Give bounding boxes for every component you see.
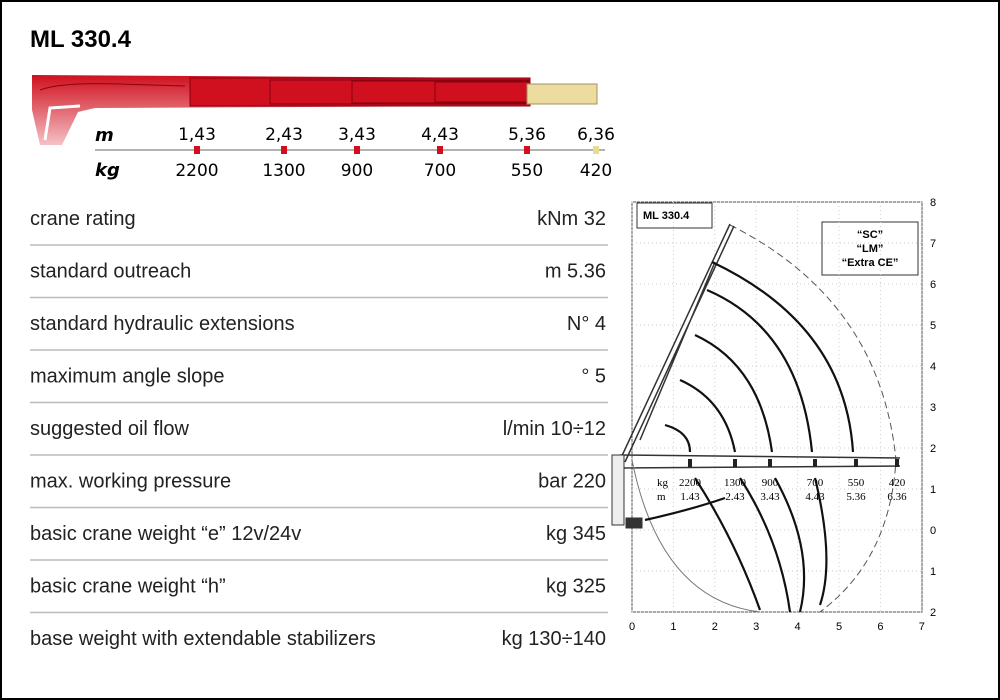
spec-label: standard outreach <box>30 261 191 283</box>
m-value: 1,43 <box>178 125 216 145</box>
spec-label: basic crane weight “h” <box>30 576 226 598</box>
marker <box>733 459 737 467</box>
x-tick-label: 3 <box>753 621 759 633</box>
y-tick-label: 1 <box>930 484 936 496</box>
m-value: 6,36 <box>577 125 615 145</box>
kg-value: 700 <box>807 477 824 489</box>
spec-label: crane rating <box>30 208 136 230</box>
x-tick-label: 2 <box>712 621 718 633</box>
y-tick-label: 2 <box>930 443 936 455</box>
x-tick-label: 7 <box>919 621 925 633</box>
scale-marker <box>524 146 530 154</box>
legend-box <box>821 221 919 276</box>
spec-value: l/min 10÷12 <box>503 418 606 440</box>
kg-value: 420 <box>889 477 906 489</box>
x-tick-label: 6 <box>877 621 883 633</box>
m-value: 5.36 <box>846 491 866 503</box>
spec-label: basic crane weight “e” 12v/24v <box>30 523 301 545</box>
spec-label: base weight with extendable stabilizers <box>30 628 376 650</box>
y-tick-label: 6 <box>930 279 936 291</box>
kg-value: 2200 <box>175 161 218 181</box>
m-value: 2.43 <box>725 491 745 503</box>
kg-value: 900 <box>341 161 373 181</box>
m-value: 1.43 <box>680 491 700 503</box>
boom-illustration <box>32 75 598 145</box>
title: ML 330.4 <box>30 26 132 53</box>
legend-entry: “LM” <box>857 243 884 255</box>
kg-value: 700 <box>424 161 456 181</box>
crane-drawing <box>611 223 901 613</box>
spec-value: ° 5 <box>581 366 606 388</box>
kg-value: 900 <box>762 477 779 489</box>
chart-title-box <box>636 202 713 229</box>
load-chart: 0 1 2 3 4 5 6 7 8 7 6 5 4 3 2 1 0 1 2 ML 330.4 “SC” “LM” “Ext… <box>611 197 936 633</box>
m-label: m <box>95 125 114 146</box>
y-tick-label: 8 <box>930 197 936 209</box>
kg-value: 2200 <box>679 477 702 489</box>
spec-label: standard hydraulic extensions <box>30 313 295 335</box>
scale-marker <box>194 146 200 154</box>
spec-value: kg 345 <box>546 523 606 545</box>
m-value: 4,43 <box>421 125 459 145</box>
y-tick-label: 2 <box>930 607 936 619</box>
m-value: 3,43 <box>338 125 376 145</box>
m-value: 5,36 <box>508 125 546 145</box>
y-tick-label: 7 <box>930 238 936 250</box>
spec-value: m 5.36 <box>545 261 606 283</box>
scale-marker <box>437 146 443 154</box>
y-tick-label: 3 <box>930 402 936 414</box>
legend-entry: “Extra CE” <box>842 257 899 269</box>
chart-title: ML 330.4 <box>643 210 690 222</box>
y-tick-label: 0 <box>930 525 936 537</box>
x-tick-label: 5 <box>836 621 842 633</box>
marker <box>768 459 772 467</box>
m-value: 3.43 <box>760 491 780 503</box>
spec-label: suggested oil flow <box>30 418 190 440</box>
y-tick-label: 5 <box>930 320 936 332</box>
kg-value: 420 <box>580 161 612 181</box>
kg-value: 550 <box>511 161 543 181</box>
x-tick-label: 1 <box>670 621 676 633</box>
m-value: 4.43 <box>805 491 825 503</box>
y-tick-label: 4 <box>930 361 936 373</box>
kg-label: kg <box>95 160 120 181</box>
spec-value: kg 130÷140 <box>502 628 606 650</box>
kg-value: 1300 <box>724 477 747 489</box>
scale-marker <box>354 146 360 154</box>
kg-label: kg <box>657 477 669 489</box>
marker <box>813 459 817 467</box>
m-value: 6.36 <box>887 491 907 503</box>
kg-value: 1300 <box>262 161 305 181</box>
spec-label: maximum angle slope <box>30 366 225 388</box>
m-value: 2,43 <box>265 125 303 145</box>
marker <box>854 459 858 467</box>
spec-value: kNm 32 <box>537 208 606 230</box>
x-tick-label: 0 <box>629 621 635 633</box>
spec-value: N° 4 <box>567 313 606 335</box>
scale-marker <box>593 146 599 154</box>
x-tick-label: 4 <box>795 621 801 633</box>
m-label: m <box>657 491 666 503</box>
scale-marker <box>281 146 287 154</box>
spec-value: kg 325 <box>546 576 606 598</box>
spec-value: bar 220 <box>538 471 606 493</box>
legend-entry: “SC” <box>857 229 883 241</box>
marker <box>688 459 692 467</box>
kg-value: 550 <box>848 477 865 489</box>
spec-label: max. working pressure <box>30 471 231 493</box>
marker <box>895 459 899 467</box>
y-tick-label: 1 <box>930 566 936 578</box>
